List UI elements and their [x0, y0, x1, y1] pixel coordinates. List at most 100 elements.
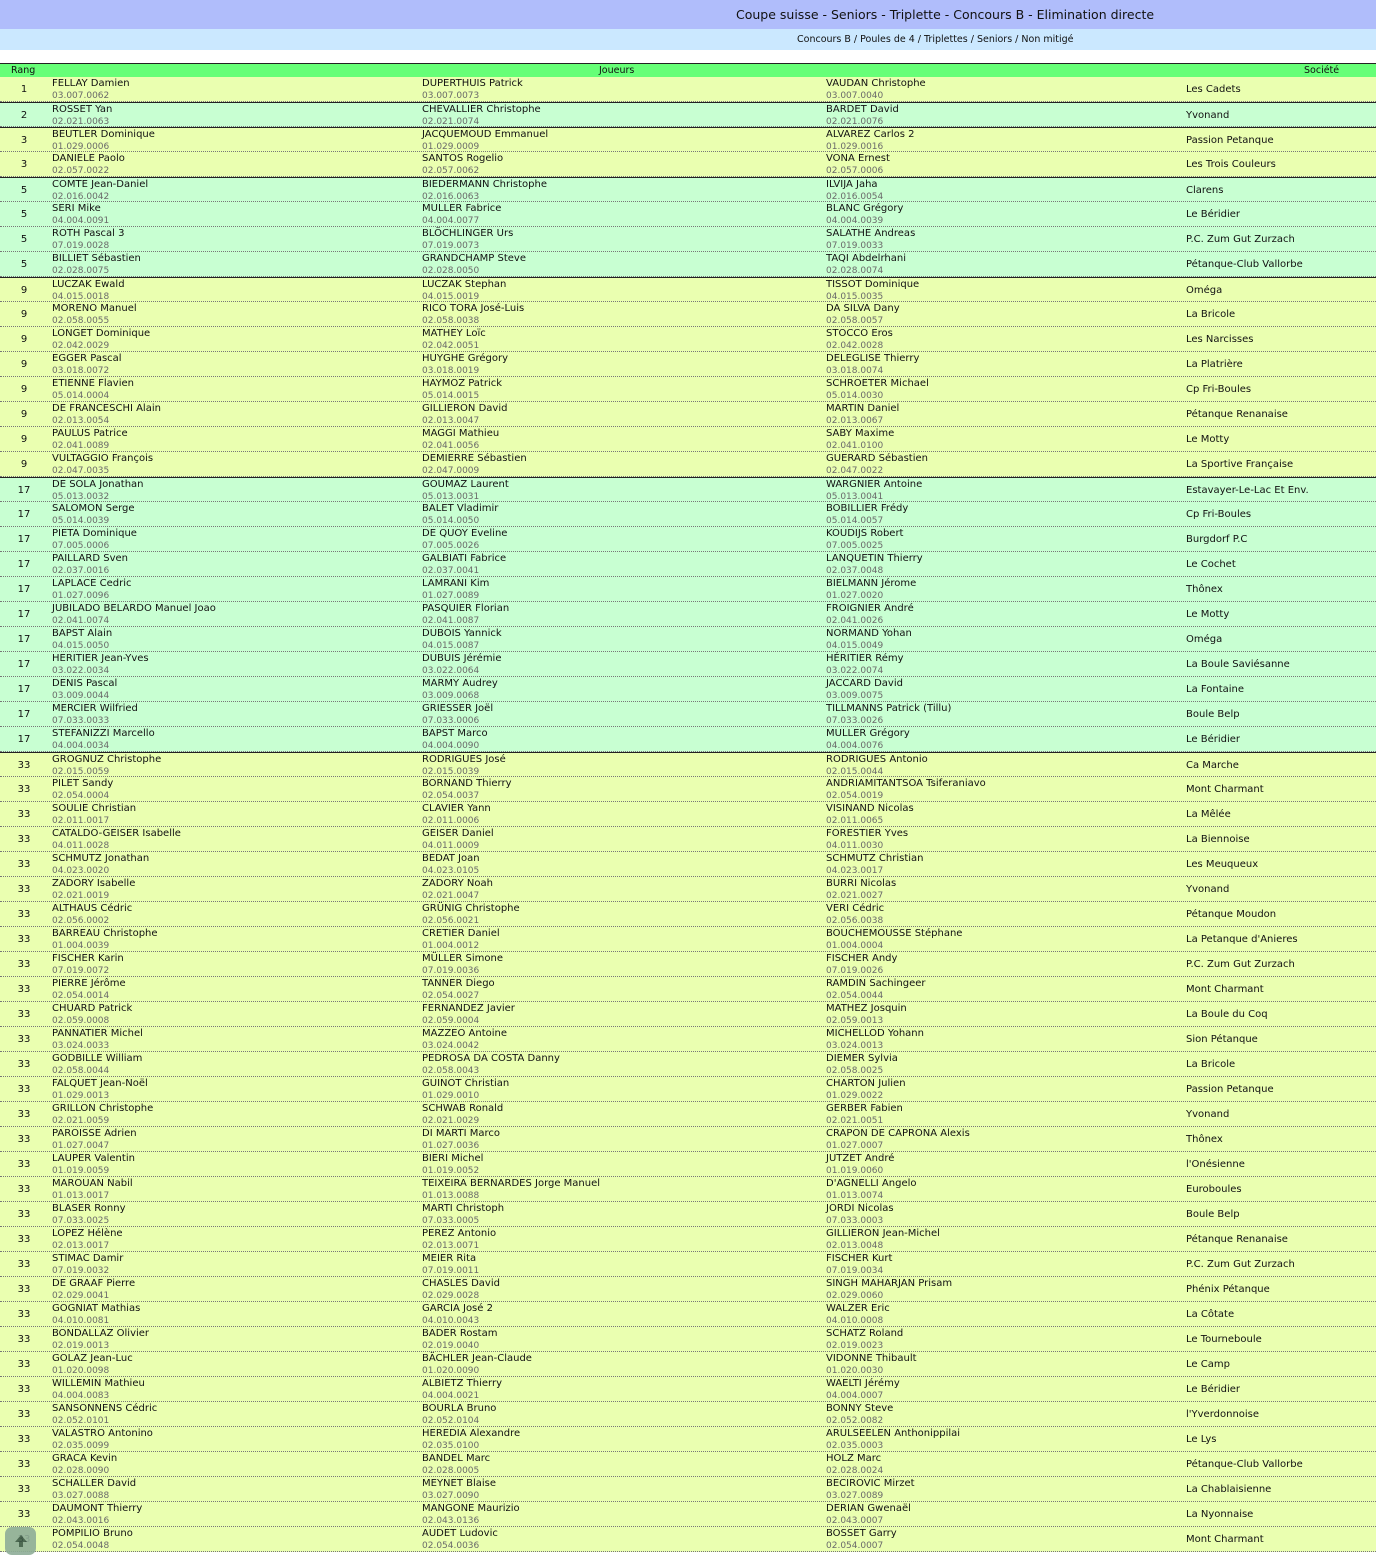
player-license: 02.013.0017	[52, 1241, 110, 1251]
rank-cell: 33	[17, 1109, 31, 1120]
player-license: 02.028.0005	[422, 1466, 480, 1476]
rank-cell: 17	[17, 534, 31, 545]
player-license: 02.029.0041	[52, 1291, 110, 1301]
player-license: 02.057.0006	[826, 166, 884, 176]
player-license: 01.020.0098	[52, 1366, 110, 1376]
club-cell: Les Meuqueux	[1186, 859, 1259, 870]
player-license: 07.019.0073	[422, 241, 480, 251]
player-name: ETIENNE Flavien	[52, 378, 134, 389]
player-name: ROSSET Yan	[52, 104, 113, 115]
player-name: ZADORY Noah	[422, 878, 493, 889]
club-cell: Thônex	[1186, 1134, 1223, 1145]
player-cell: LANQUETIN Thierry 02.037.0048	[826, 553, 923, 577]
player-name: RAMDIN Sachingeer	[826, 978, 926, 989]
player-license: 02.013.0048	[826, 1241, 884, 1251]
scroll-to-top-button[interactable]	[5, 1527, 36, 1555]
player-license: 03.009.0068	[422, 691, 480, 701]
player-name: GRANDCHAMP Steve	[422, 253, 526, 264]
player-cell: FALQUET Jean-Noël 01.029.0013	[52, 1078, 148, 1102]
player-cell: GOGNIAT Mathias 04.010.0081	[52, 1303, 140, 1327]
rank-cell: 17	[17, 609, 31, 620]
club-cell: La Côtate	[1186, 1309, 1235, 1320]
player-cell: MEYNET Blaise 03.027.0090	[422, 1478, 496, 1502]
player-license: 02.041.0087	[422, 616, 480, 626]
player-license: 07.019.0026	[826, 966, 884, 976]
rank-cell: 33	[17, 1484, 31, 1495]
player-name: BARREAU Christophe	[52, 928, 158, 939]
player-license: 02.015.0059	[52, 767, 110, 777]
table-row: 9 VULTAGGIO François 02.047.0035 DEMIERRE S…	[0, 452, 1376, 477]
player-name: MATHEY Loïc	[422, 328, 486, 339]
table-row: 17 BAPST Alain 04.015.0050 DUBOIS Yannick 04…	[0, 627, 1376, 652]
player-cell: MAZZEO Antoine 03.024.0042	[422, 1028, 507, 1052]
player-name: GOUMAZ Laurent	[422, 479, 509, 490]
player-license: 07.019.0032	[52, 1266, 110, 1276]
player-cell: ZADORY Noah 02.021.0047	[422, 878, 493, 902]
player-cell: FERNANDEZ Javier 02.059.0004	[422, 1003, 515, 1027]
player-cell: BOUCHEMOUSSE Stéphane 01.004.0004	[826, 928, 962, 952]
player-cell: DE FRANCESCHI Alain 02.013.0054	[52, 403, 161, 427]
player-cell: PAILLARD Sven 02.037.0016	[52, 553, 128, 577]
club-cell: La Boule du Coq	[1186, 1009, 1268, 1020]
club-cell: P.C. Zum Gut Zurzach	[1186, 959, 1295, 970]
player-license: 07.019.0011	[422, 1266, 480, 1276]
player-name: CHASLES David	[422, 1278, 500, 1289]
player-cell: JUBILADO BELARDO Manuel Joao 02.041.0074	[52, 603, 216, 627]
player-cell: ALBIETZ Thierry 04.004.0021	[422, 1378, 502, 1402]
table-row: 17 JUBILADO BELARDO Manuel Joao 02.041.007…	[0, 602, 1376, 627]
player-license: 02.011.0065	[826, 816, 884, 826]
table-row: 17 HERITIER Jean-Yves 03.022.0034 DUBUIS Jé…	[0, 652, 1376, 677]
player-license: 05.014.0030	[826, 391, 884, 401]
club-cell: La Chablaisienne	[1186, 1484, 1272, 1495]
table-row: 33 SCHALLER David 03.027.0088 MEYNET Blaise…	[0, 1477, 1376, 1502]
player-name: JORDI Nicolas	[826, 1203, 894, 1214]
player-cell: STIMAC Damir 07.019.0032	[52, 1253, 123, 1277]
player-name: SCHATZ Roland	[826, 1328, 904, 1339]
player-cell: TAQI Abdelrhani 02.028.0074	[826, 253, 906, 277]
club-cell: Boule Belp	[1186, 1209, 1240, 1220]
club-cell: La Boule Saviésanne	[1186, 659, 1290, 670]
player-cell: DIEMER Sylvia 02.058.0025	[826, 1053, 898, 1077]
table-row: 33 GOLAZ Jean-Luc 01.020.0098 BÄCHLER Jean-…	[0, 1352, 1376, 1377]
table-row: 17 STEFANIZZI Marcello 04.004.0034 BAPST Ma…	[0, 727, 1376, 752]
player-cell: DANIELE Paolo 02.057.0022	[52, 153, 125, 177]
rank-cell: 33	[17, 1459, 31, 1470]
player-license: 02.052.0101	[52, 1416, 110, 1426]
player-license: 02.047.0022	[826, 466, 884, 476]
player-name: MORENO Manuel	[52, 303, 137, 314]
table-row: 17 PIETA Dominique 07.005.0006 DE QUOY Evel…	[0, 527, 1376, 552]
table-row: 5 COMTE Jean-Daniel 02.016.0042 BIEDERMANN …	[0, 177, 1376, 202]
club-cell: Les Cadets	[1186, 84, 1241, 95]
player-cell: PANNATIER Michel 03.024.0033	[52, 1028, 143, 1052]
player-name: HÉRITIER Rémy	[826, 653, 904, 664]
rank-cell: 33	[17, 884, 31, 895]
player-cell: HEREDIA Alexandre 02.035.0100	[422, 1428, 520, 1452]
player-license: 04.015.0018	[52, 292, 110, 302]
club-cell: La Mêlée	[1186, 809, 1231, 820]
player-license: 02.021.0051	[826, 1116, 884, 1126]
player-license: 04.010.0008	[826, 1316, 884, 1326]
player-name: NORMAND Yohan	[826, 628, 912, 639]
club-cell: l'Onésienne	[1186, 1159, 1245, 1170]
player-cell: GOUMAZ Laurent 05.013.0031	[422, 479, 509, 503]
player-cell: DELEGLISE Thierry 03.018.0074	[826, 353, 919, 377]
player-name: HERITIER Jean-Yves	[52, 653, 149, 664]
rank-cell: 2	[20, 110, 28, 121]
player-name: GARCIA José 2	[422, 1303, 493, 1314]
player-name: SABY Maxime	[826, 428, 895, 439]
player-license: 02.058.0043	[422, 1066, 480, 1076]
club-cell: P.C. Zum Gut Zurzach	[1186, 234, 1295, 245]
player-license: 04.010.0081	[52, 1316, 110, 1326]
player-cell: PIETA Dominique 07.005.0006	[52, 528, 137, 552]
rank-cell: 17	[17, 734, 31, 745]
player-license: 02.059.0008	[52, 1016, 110, 1026]
player-license: 07.033.0026	[826, 716, 884, 726]
player-cell: BALET Vladimir 05.014.0050	[422, 503, 498, 527]
club-cell: Passion Petanque	[1186, 1084, 1274, 1095]
player-name: GROGNUZ Christophe	[52, 754, 162, 765]
player-name: SCHALLER David	[52, 1478, 137, 1489]
player-name: LAPLACE Cedric	[52, 578, 132, 589]
player-license: 02.054.0036	[422, 1541, 480, 1551]
player-license: 04.004.0091	[52, 216, 110, 226]
player-license: 02.057.0062	[422, 166, 480, 176]
